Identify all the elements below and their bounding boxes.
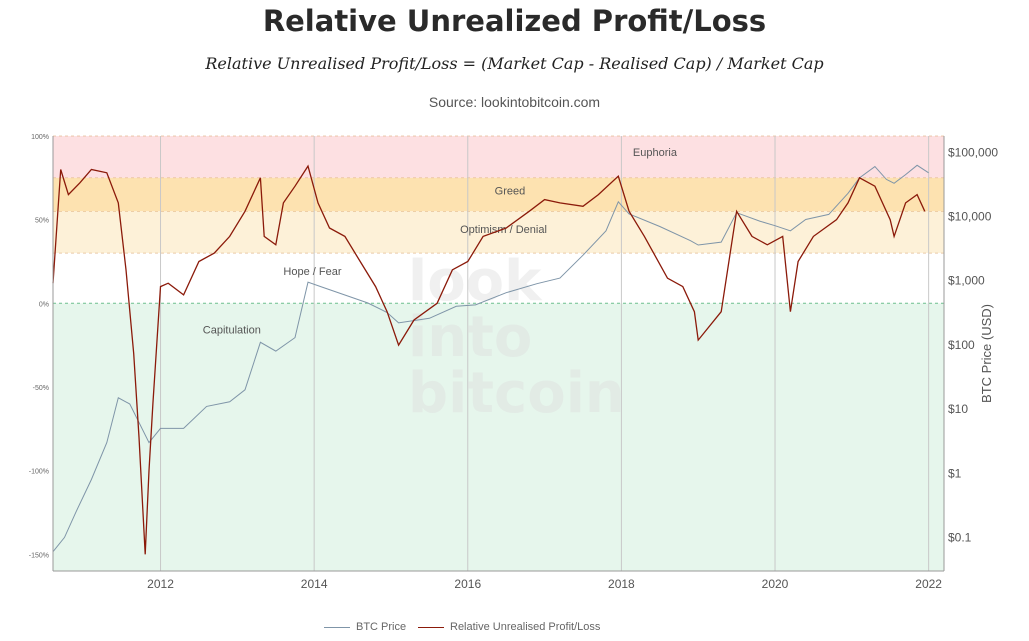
- y-left-tick-label: 50%: [35, 218, 49, 225]
- y-right-tick-label: $10: [948, 402, 968, 416]
- zone-label-greed: Greed: [495, 186, 526, 198]
- y-right-axis-label: BTC Price (USD): [979, 304, 994, 403]
- y-left-tick-label: 100%: [31, 134, 49, 141]
- series-group: [52, 164, 929, 555]
- watermark-word: look: [408, 249, 543, 314]
- y-right-tick-label: $10,000: [948, 210, 992, 224]
- chart-source: Source: lookintobitcoin.com: [428, 94, 601, 110]
- x-tick-label: 2012: [147, 577, 174, 591]
- y-left-tick-label: -50%: [33, 385, 49, 392]
- x-tick-label: 2020: [762, 577, 789, 591]
- legend-label-nupl: Relative Unrealised Profit/Loss: [450, 621, 601, 633]
- legend: BTC Price Relative Unrealised Profit/Los…: [0, 621, 1029, 637]
- x-tick-label: 2022: [915, 577, 942, 591]
- y-left-tick-label: -100%: [29, 469, 49, 476]
- y-right-tick-label: $100: [948, 338, 975, 352]
- zone-label-euphoria: Euphoria: [633, 147, 678, 159]
- sentiment-zones: [53, 136, 944, 571]
- legend-swatch-nupl: [418, 626, 444, 628]
- zone-labels: Euphoria Greed Optimism / Denial Hope / Fea…: [203, 147, 678, 336]
- zone-greed: [53, 177, 944, 212]
- watermark-logo: lookintobitcoin: [408, 249, 625, 426]
- y-left-tick-label: -150%: [29, 552, 49, 559]
- legend-item-nupl[interactable]: Relative Unrealised Profit/Loss: [418, 621, 600, 633]
- y-left-tick-label: 0%: [39, 301, 49, 308]
- legend-swatch-btc-price: [324, 626, 350, 628]
- y-right-tick-label: $1,000: [948, 274, 985, 288]
- y-right-tick-label: $1: [948, 466, 962, 480]
- chart-title: Relative Unrealized Profit/Loss: [262, 4, 767, 38]
- zone-label-optimism-denial: Optimism / Denial: [460, 224, 547, 236]
- y-right-tick-label: $0.1: [948, 530, 972, 544]
- x-tick-label: 2018: [608, 577, 635, 591]
- zone-label-capitulation: Capitulation: [203, 324, 261, 336]
- legend-label-btc-price: BTC Price: [356, 621, 407, 633]
- x-tick-label: 2016: [454, 577, 481, 591]
- zone-capitulation: [53, 303, 944, 571]
- axes-group: 100% 50% 0% -50% -100% -150% $100,000 $10,000 $1…: [29, 134, 999, 591]
- watermark-word: into: [408, 305, 532, 370]
- chart-formula: Relative Unrealised Profit/Loss = (Marke…: [205, 54, 824, 73]
- y-right-tick-label: $100,000: [948, 145, 998, 159]
- series-line-nupl: [52, 164, 926, 555]
- zone-optimism-denial: [53, 211, 944, 254]
- watermark-word: bitcoin: [408, 361, 625, 426]
- grid-lines: [53, 135, 944, 571]
- x-tick-label: 2014: [301, 577, 328, 591]
- zone-euphoria: [53, 136, 944, 178]
- legend-item-btc-price[interactable]: BTC Price: [324, 621, 406, 633]
- series-line-btc-price: [52, 164, 929, 553]
- zone-label-hope-fear: Hope / Fear: [283, 266, 341, 278]
